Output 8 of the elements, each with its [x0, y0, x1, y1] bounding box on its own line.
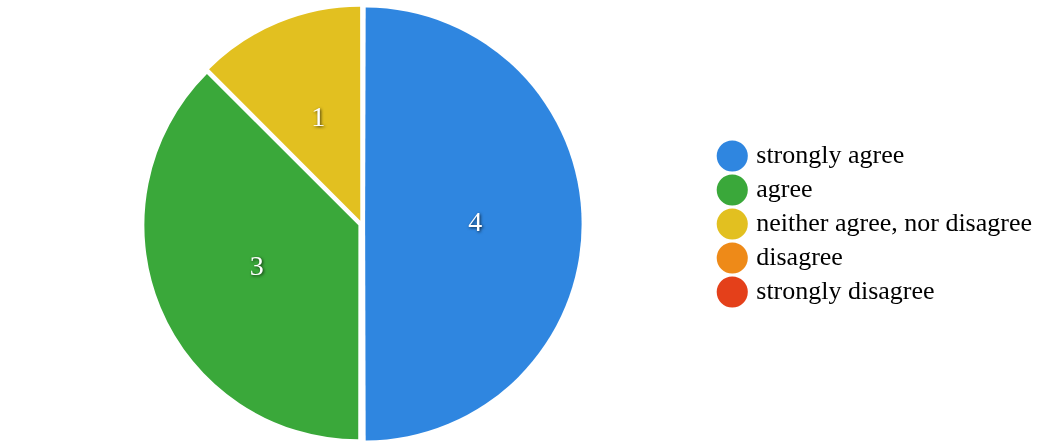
data-label: 3	[249, 249, 264, 281]
data-label: 4	[468, 206, 483, 238]
legend-label: strongly disagree	[756, 275, 935, 305]
legend-label: agree	[756, 173, 813, 203]
data-label: 1	[311, 101, 326, 133]
legend-label: neither agree, nor disagree	[756, 207, 1033, 237]
legend-label: strongly agree	[756, 139, 905, 169]
legend-label: disagree	[756, 241, 843, 271]
